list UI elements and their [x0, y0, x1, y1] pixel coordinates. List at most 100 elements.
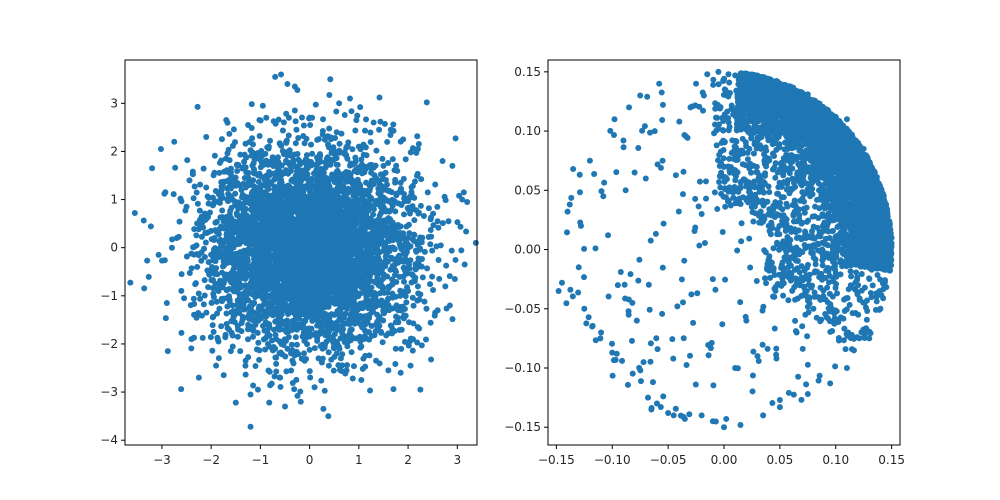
left-scatter-point [327, 186, 334, 193]
left-scatter-point [270, 209, 277, 216]
left-scatter-point [367, 387, 374, 394]
left-scatter-point [417, 386, 424, 393]
left-scatter-point [250, 263, 257, 270]
left-scatter-point [247, 391, 254, 398]
left-scatter-point [186, 177, 193, 184]
left-scatter-point [346, 229, 353, 236]
left-scatter-point [212, 227, 219, 234]
left-scatter-point [402, 156, 409, 163]
left-scatter-point [162, 189, 169, 196]
left-scatter-point [366, 329, 373, 336]
left-scatter-point [332, 174, 339, 181]
left-scatter-point [448, 247, 455, 254]
left-scatter-point [218, 179, 225, 186]
left-scatter-point [300, 122, 307, 129]
left-scatter-point [385, 284, 392, 291]
left-scatter-point [195, 290, 202, 297]
left-scatter-point [271, 373, 278, 380]
left-scatter-point [169, 236, 176, 243]
left-scatter-point [322, 271, 329, 278]
left-scatter-point [262, 174, 269, 181]
left-scatter-point [198, 257, 205, 264]
left-scatter-point [216, 169, 223, 176]
left-scatter-point [321, 341, 328, 348]
left-scatter-point [234, 241, 241, 248]
left-scatter-point [299, 240, 306, 247]
left-scatter-point [293, 341, 300, 348]
left-scatter-point [365, 302, 372, 309]
left-scatter-point [235, 162, 242, 169]
left-scatter-point [338, 315, 345, 322]
left-scatter-point [344, 362, 351, 369]
left-scatter-point [206, 271, 213, 278]
left-scatter-point [261, 327, 268, 334]
left-scatter-point [332, 134, 339, 141]
left-scatter-point [161, 257, 168, 264]
left-scatter-point [341, 112, 348, 119]
left-scatter-point [452, 135, 459, 142]
left-scatter-point [425, 234, 432, 241]
left-scatter-point [144, 257, 151, 264]
left-scatter-point [428, 356, 435, 363]
left-scatter-point [205, 213, 211, 220]
left-scatter-point [413, 149, 420, 156]
left-scatter-point [211, 235, 218, 241]
left-scatter-point [396, 273, 403, 280]
left-scatter-point [328, 356, 335, 363]
left-scatter-point [226, 247, 233, 254]
left-scatter-point [229, 302, 236, 309]
left-scatter-point [163, 300, 170, 307]
left-scatter-point [242, 154, 249, 161]
left-scatter-point [211, 169, 218, 176]
left-scatter-point [390, 266, 397, 273]
left-scatter-point [368, 177, 375, 184]
left-scatter-point [376, 212, 383, 219]
left-scatter-point [273, 360, 280, 367]
left-scatter-point [243, 169, 250, 176]
left-scatter-point [379, 266, 386, 273]
left-scatter-point [310, 230, 317, 237]
left-scatter-point [449, 316, 456, 323]
left-scatter-point [213, 362, 220, 369]
left-scatter-point [342, 310, 349, 317]
left-scatter-point [242, 362, 249, 369]
left-scatter-point [235, 257, 242, 264]
left-scatter-point [296, 257, 303, 264]
left-scatter-point [162, 315, 169, 322]
left-scatter-point [256, 315, 263, 322]
left-scatter-point [445, 218, 452, 225]
left-scatter-point [363, 116, 370, 123]
left-scatter-point [230, 282, 237, 289]
left-scatter-point [324, 300, 331, 307]
left-scatter-point [382, 208, 389, 215]
left-scatter-point [437, 242, 444, 249]
left-scatter-point [279, 192, 286, 199]
left-scatter-point [401, 191, 408, 198]
left-scatter-point [379, 339, 386, 346]
left-scatter-point [356, 165, 363, 172]
left-scatter-point [418, 236, 425, 243]
left-scatter-point [390, 386, 397, 393]
left-scatter-point [294, 392, 301, 399]
left-scatter-point [220, 255, 227, 262]
left-scatter-point [155, 251, 162, 258]
left-scatter-point [289, 260, 296, 267]
left-scatter-point [242, 206, 249, 213]
left-scatter-point [289, 379, 296, 386]
left-scatter-point [258, 159, 265, 166]
left-scatter-point [299, 223, 306, 230]
left-scatter-point [386, 216, 393, 223]
left-scatter-point [320, 116, 327, 123]
left-scatter-point [386, 248, 393, 255]
left-scatter-point [261, 289, 268, 296]
left-scatter-point [430, 210, 437, 217]
left-scatter-point [367, 215, 374, 222]
left-scatter-point [376, 126, 383, 133]
left-scatter-point [195, 226, 202, 233]
left-scatter-point [417, 202, 424, 209]
left-scatter-point [382, 242, 389, 249]
left-scatter-point [314, 269, 321, 276]
left-scatter-point [337, 263, 344, 270]
left-scatter-point [414, 133, 421, 140]
left-scatter-point [337, 309, 344, 316]
